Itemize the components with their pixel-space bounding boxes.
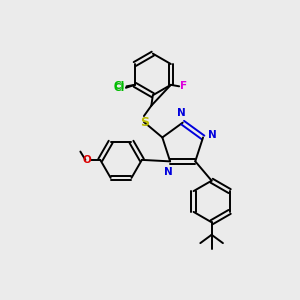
Text: Cl: Cl <box>114 81 125 91</box>
Text: N: N <box>208 130 217 140</box>
Text: S: S <box>140 116 149 129</box>
Text: Cl: Cl <box>113 83 124 93</box>
Text: N: N <box>164 167 173 177</box>
Text: F: F <box>180 81 188 91</box>
Text: O: O <box>82 155 91 165</box>
Text: N: N <box>177 108 186 118</box>
